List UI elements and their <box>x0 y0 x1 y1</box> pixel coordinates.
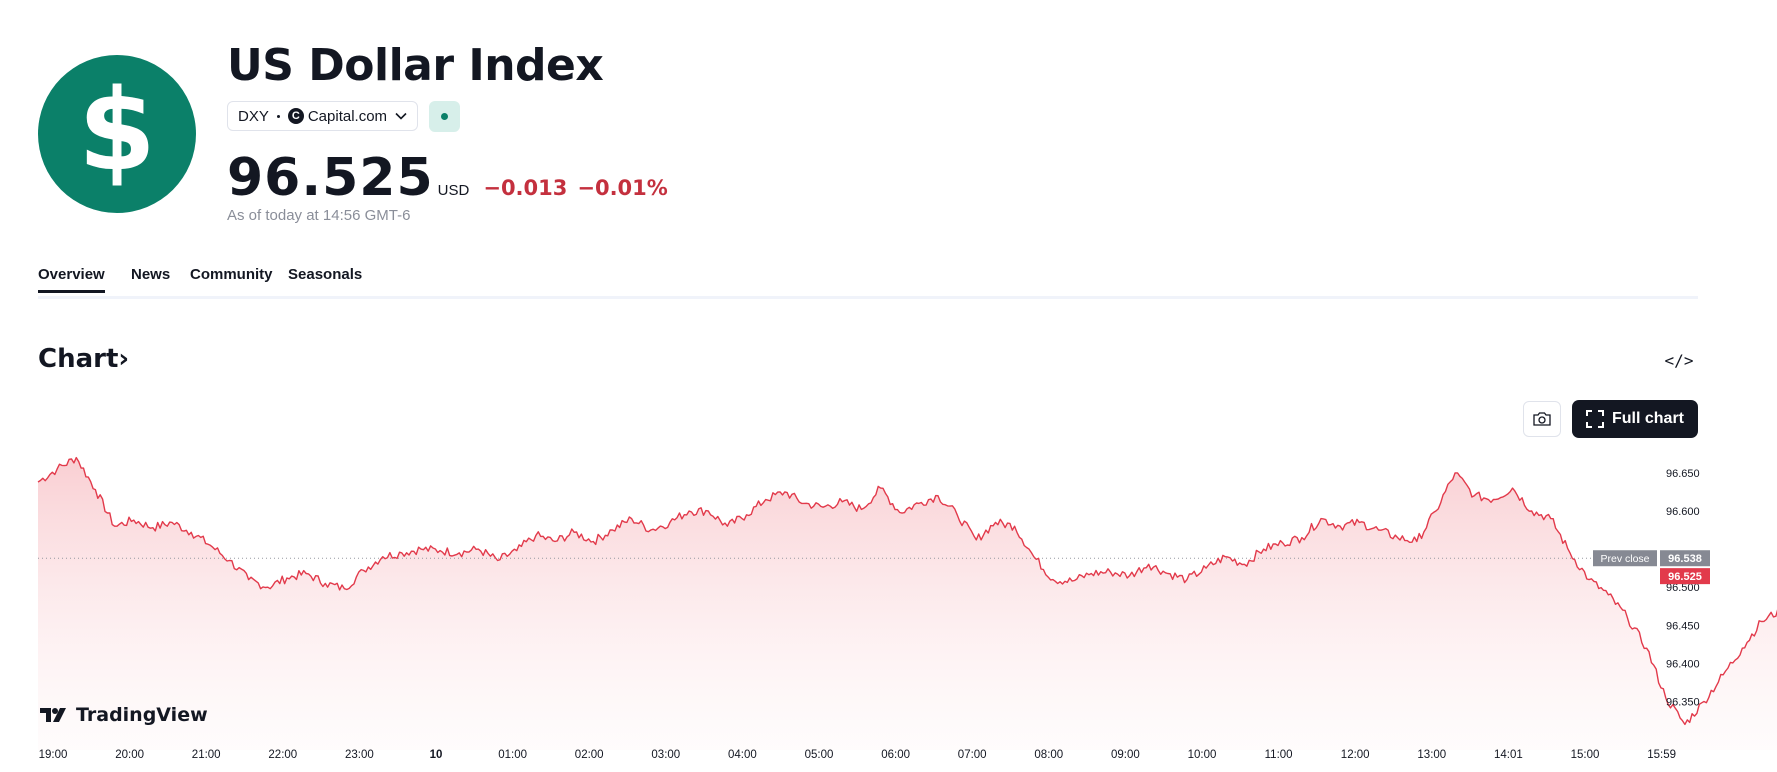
x-tick-label: 12:00 <box>1341 749 1370 761</box>
camera-icon <box>1533 412 1551 426</box>
price-area-fill <box>38 457 1777 750</box>
tab-overview[interactable]: Overview <box>38 266 105 293</box>
y-tick-label: 96.500 <box>1666 582 1700 594</box>
x-tick-label: 03:00 <box>651 749 680 761</box>
prev-close-value: 96.538 <box>1668 553 1702 565</box>
x-tick-label: 11:00 <box>1265 749 1293 761</box>
tradingview-icon <box>40 708 66 722</box>
x-tick-label: 02:00 <box>575 749 604 761</box>
status-dot-icon <box>441 113 448 120</box>
symbol-source-dropdown[interactable]: DXY C Capital.com <box>227 101 419 131</box>
section-tabs: Overview News Community Seasonals <box>38 266 1698 299</box>
capital-com-icon: C <box>287 108 304 124</box>
prev-close-value-box <box>1660 550 1710 567</box>
tab-community[interactable]: Community <box>190 266 273 283</box>
separator-dot <box>276 114 280 118</box>
x-tick-label: 10:00 <box>1188 749 1217 761</box>
chart-section-link[interactable]: Chart› <box>38 344 129 374</box>
x-tick-label: 15:00 <box>1571 749 1600 761</box>
x-tick-label: 21:00 <box>192 749 221 761</box>
x-tick-label: 13:00 <box>1417 749 1446 761</box>
x-tick-label: 22:00 <box>268 749 297 761</box>
chevron-down-icon <box>395 112 407 120</box>
x-tick-label: 04:00 <box>728 749 757 761</box>
price-chart[interactable]: 96.650 96.600 96.500 96.450 96.400 96.350 Prev… <box>0 450 1777 772</box>
x-tick-label: 05:00 <box>805 749 834 761</box>
last-price-value: 96.525 <box>1668 571 1702 583</box>
tradingview-logo[interactable]: TradingView <box>40 704 208 726</box>
tab-news[interactable]: News <box>131 266 171 283</box>
x-tick-label: 06:00 <box>881 749 910 761</box>
price-change: −0.013 <box>483 176 568 200</box>
prev-close-label-box <box>1593 550 1657 567</box>
price-currency: USD <box>437 182 470 199</box>
fullscreen-icon <box>1585 410 1604 428</box>
x-tick-label: 09:00 <box>1111 749 1140 761</box>
snapshot-button[interactable] <box>1523 401 1561 437</box>
x-tick-label: 01:00 <box>498 749 527 761</box>
dollar-sign-icon: $ <box>78 66 156 196</box>
prev-close-label: Prev close <box>1600 553 1649 565</box>
x-tick-label: 10 <box>430 749 443 761</box>
x-tick-label: 07:00 <box>958 749 987 761</box>
price-row: 96.525 USD −0.013 −0.01% <box>227 148 668 208</box>
price-timestamp: As of today at 14:56 GMT-6 <box>227 207 411 224</box>
code-icon: </> <box>1664 350 1694 370</box>
y-tick-label: 96.650 <box>1666 468 1700 480</box>
tab-seasonals[interactable]: Seasonals <box>288 266 363 283</box>
x-tick-label: 19:00 <box>39 749 68 761</box>
price-change-percent: −0.01% <box>577 176 668 200</box>
data-source-name: Capital.com <box>307 107 388 125</box>
full-chart-button[interactable]: Full chart <box>1572 400 1698 438</box>
x-tick-label: 08:00 <box>1034 749 1063 761</box>
x-tick-label: 14:01 <box>1494 749 1523 761</box>
x-tick-label: 23:00 <box>345 749 374 761</box>
y-tick-label: 96.350 <box>1666 697 1700 709</box>
y-tick-label: 96.450 <box>1666 620 1700 632</box>
page-title: US Dollar Index <box>227 40 604 91</box>
chart-section-title: Chart <box>38 344 119 374</box>
dollar-logo: $ <box>38 55 196 213</box>
last-price: 96.525 <box>227 148 434 208</box>
chevron-right-icon: › <box>118 344 130 374</box>
tradingview-label: TradingView <box>76 704 208 726</box>
embed-code-button[interactable]: </> <box>1664 346 1694 374</box>
y-tick-label: 96.600 <box>1666 506 1700 518</box>
price-line <box>37 456 1777 726</box>
x-tick-label: 20:00 <box>115 749 144 761</box>
market-status-badge[interactable] <box>429 101 460 132</box>
full-chart-label: Full chart <box>1611 410 1684 427</box>
y-tick-label: 96.400 <box>1666 658 1700 670</box>
x-tick-label: 15:59 <box>1647 749 1676 761</box>
symbol-ticker: DXY <box>238 107 269 125</box>
last-price-value-box <box>1660 568 1710 585</box>
